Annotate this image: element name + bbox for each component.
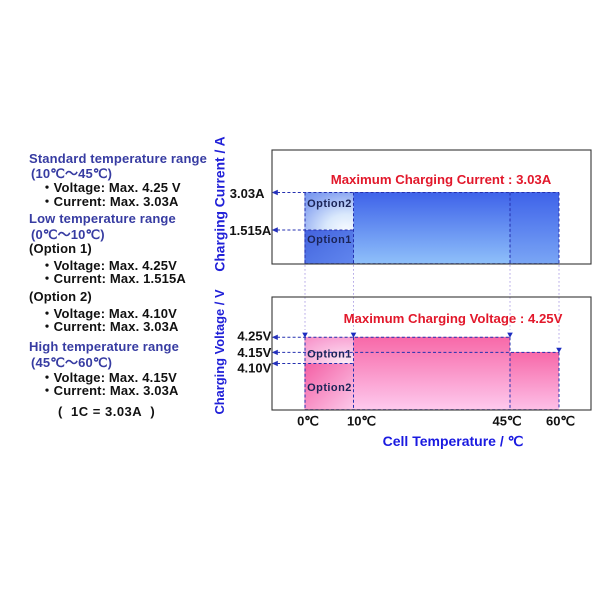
svg-text:Maximum Charging Voltage : 4.2: Maximum Charging Voltage : 4.25V — [344, 311, 563, 326]
svg-text:Option2: Option2 — [307, 198, 352, 210]
svg-text:0℃: 0℃ — [297, 414, 319, 429]
svg-text:Charging Voltage / V: Charging Voltage / V — [212, 289, 227, 414]
svg-text:Option1: Option1 — [307, 234, 352, 246]
svg-text:4.15V: 4.15V — [237, 345, 271, 360]
svg-text:Charging Current / A: Charging Current / A — [213, 136, 228, 271]
svg-text:4.25V: 4.25V — [237, 329, 271, 344]
svg-text:10℃: 10℃ — [347, 414, 376, 429]
svg-text:Option1: Option1 — [307, 349, 352, 361]
svg-text:Cell Temperature / ℃: Cell Temperature / ℃ — [383, 433, 524, 449]
svg-text:4.10V: 4.10V — [237, 361, 271, 376]
svg-text:60℃: 60℃ — [546, 414, 575, 429]
svg-text:Option2: Option2 — [307, 382, 352, 394]
svg-text:45℃: 45℃ — [492, 414, 521, 429]
svg-text:3.03A: 3.03A — [230, 186, 265, 201]
svg-text:Maximum Charging Current : 3.0: Maximum Charging Current : 3.03A — [331, 172, 552, 187]
svg-text:1.515A: 1.515A — [229, 223, 272, 238]
